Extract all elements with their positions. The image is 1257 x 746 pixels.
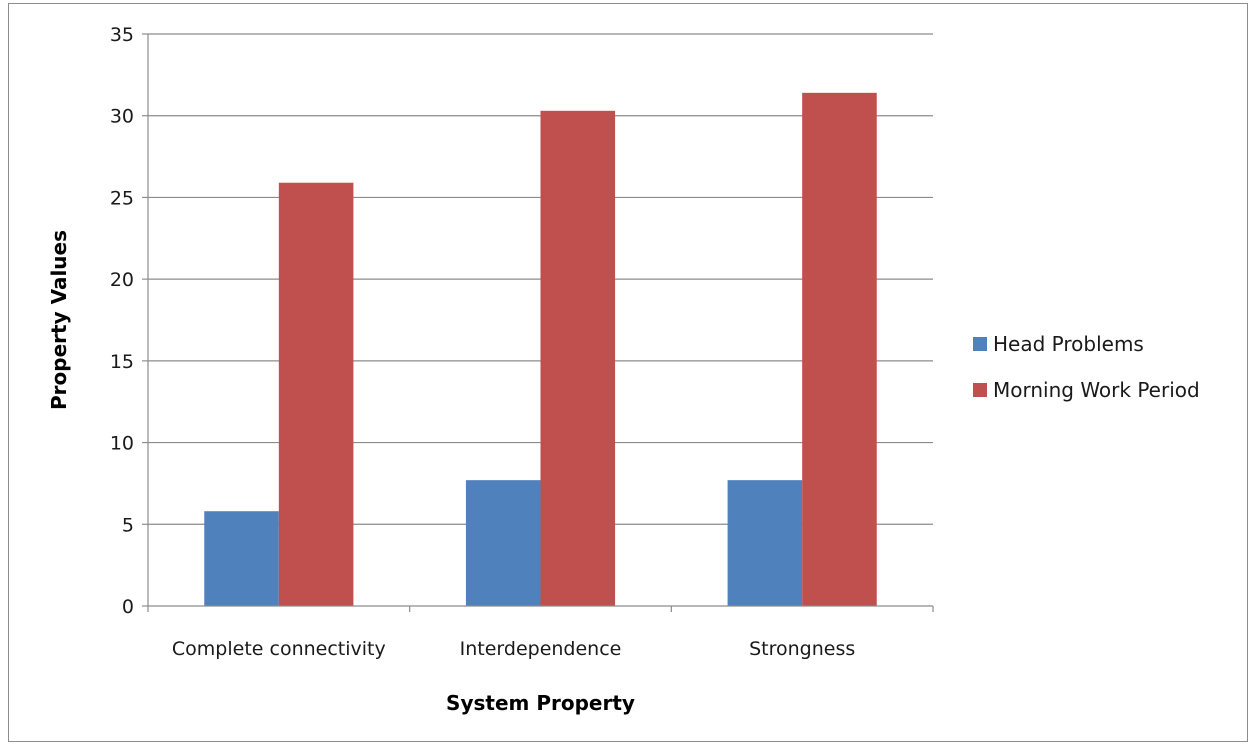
legend-swatch	[973, 383, 987, 397]
legend-label: Morning Work Period	[993, 378, 1200, 402]
y-tick-label: 35	[110, 24, 134, 46]
bar-morning-work-period	[802, 92, 877, 606]
x-tick-label: Interdependence	[460, 638, 622, 660]
y-tick-label: 25	[110, 187, 134, 209]
bar-morning-work-period	[540, 110, 616, 606]
bar-head-problems	[204, 511, 279, 606]
axes	[142, 33, 934, 612]
x-axis-title: System Property	[446, 691, 635, 715]
x-tick-label: Complete connectivity	[172, 638, 386, 660]
legend-label: Head Problems	[993, 332, 1144, 356]
y-tick-label: 20	[110, 269, 134, 291]
legend: Head Problems Morning Work Period	[973, 332, 1200, 402]
y-axis-title: Property Values	[47, 230, 71, 410]
bar-head-problems	[727, 480, 803, 606]
tick-labels: 0 5 10 15 20 25 30 35 Complete connectivity Inter…	[110, 24, 855, 660]
bar-head-problems	[465, 480, 541, 606]
y-tick-label: 30	[110, 106, 134, 128]
bars	[204, 92, 877, 606]
y-tick-label: 5	[122, 514, 134, 536]
bar-morning-work-period	[278, 182, 354, 606]
y-tick-label: 10	[110, 433, 134, 455]
y-tick-label: 0	[122, 596, 134, 618]
legend-swatch	[973, 337, 987, 351]
x-tick-label: Strongness	[749, 638, 855, 660]
y-tick-label: 15	[110, 351, 134, 373]
chart-frame	[8, 3, 1248, 742]
